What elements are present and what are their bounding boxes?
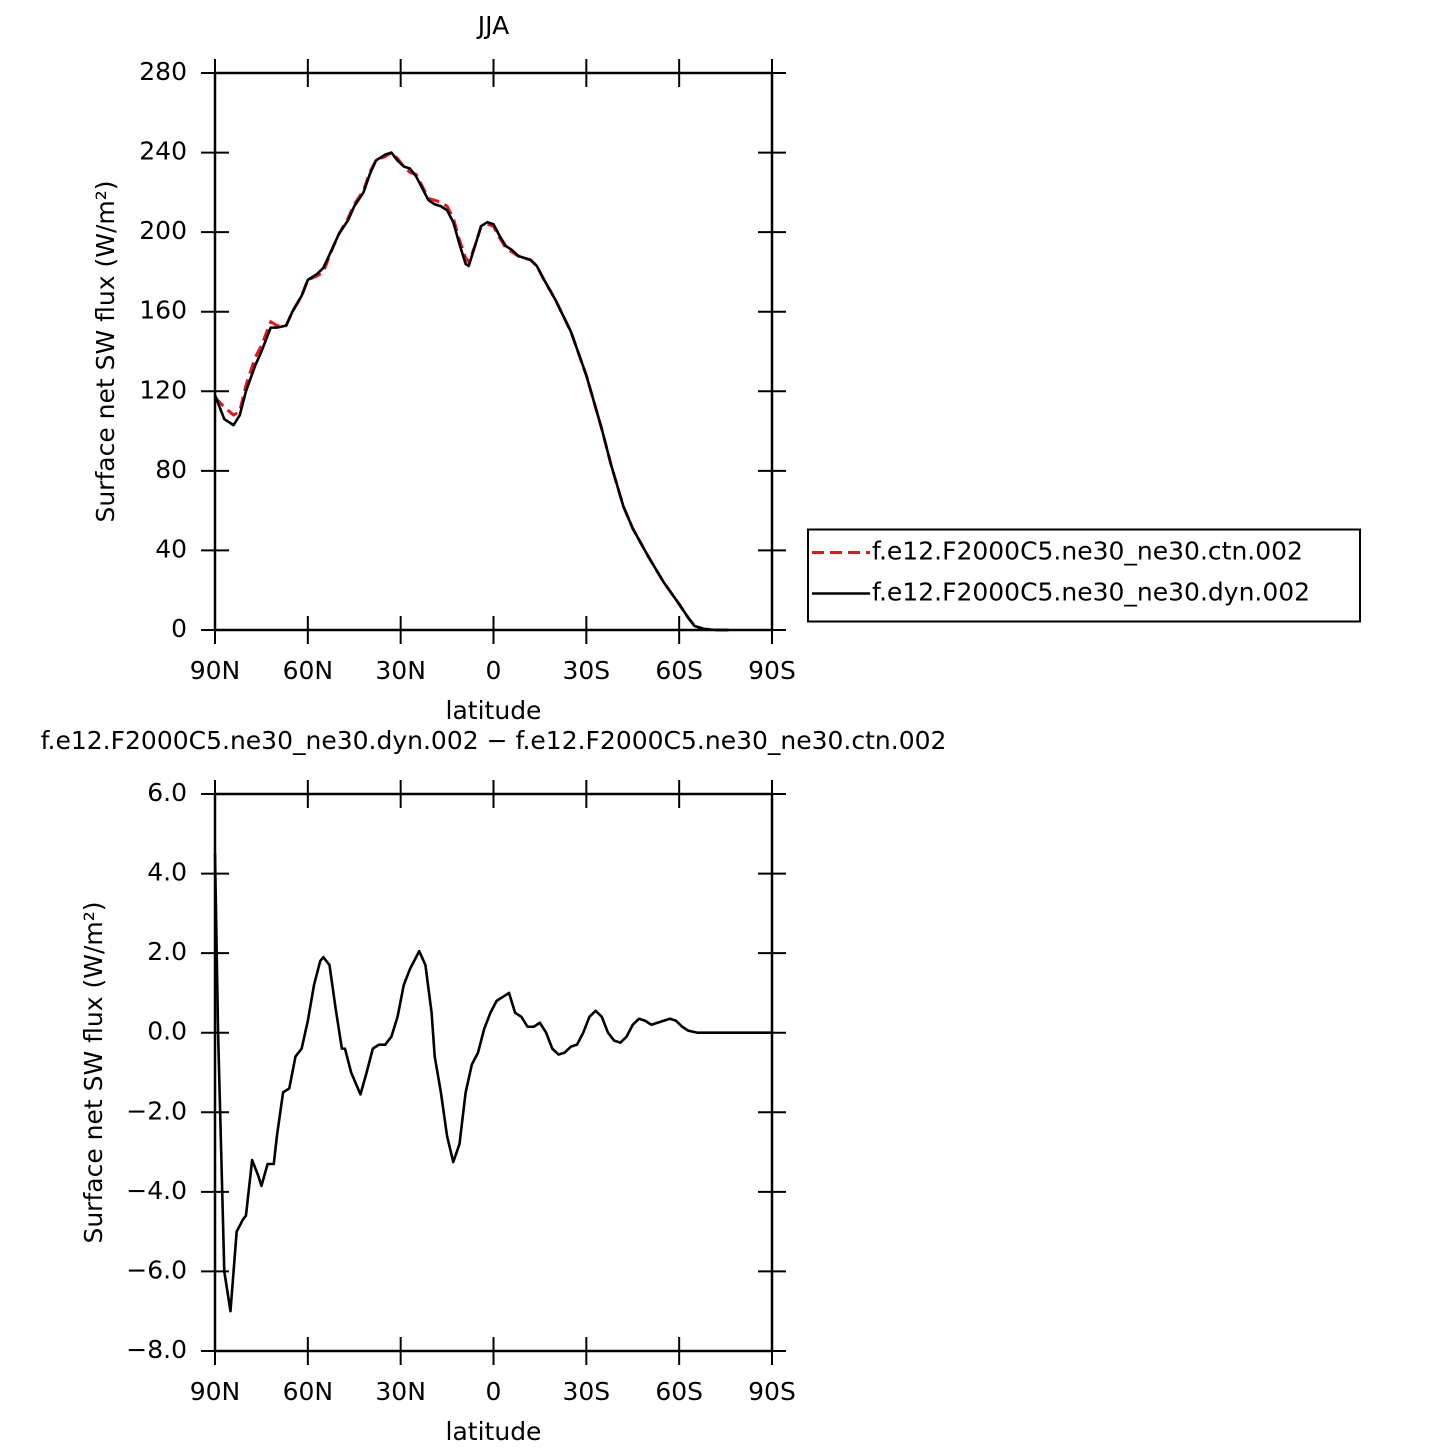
y-tick-label: 120 [139, 375, 187, 404]
y-tick-label: −8.0 [126, 1335, 187, 1364]
legend-label: f.e12.F2000C5.ne30_ne30.dyn.002 [872, 578, 1310, 607]
x-tick-label: 90S [748, 656, 796, 685]
y-tick-label: −4.0 [126, 1176, 187, 1205]
y-tick-label: 200 [139, 216, 187, 245]
x-tick-label: 60S [655, 1377, 703, 1406]
y-tick-label: 2.0 [147, 937, 187, 966]
x-tick-label: 30S [562, 656, 610, 685]
x-axis-label: latitude [446, 696, 542, 725]
y-axis-label: Surface net SW flux (W/m²) [91, 180, 120, 522]
legend-box [807, 528, 1361, 623]
x-axis-label: latitude [446, 1417, 542, 1446]
y-tick-label: −6.0 [126, 1255, 187, 1284]
x-tick-label: 30N [375, 656, 426, 685]
data-line [213, 853, 772, 1313]
data-line [213, 151, 729, 632]
y-tick-label: 80 [155, 455, 187, 484]
chart-title: JJA [476, 11, 509, 40]
x-tick-label: 60N [283, 656, 334, 685]
x-tick-label: 60S [655, 656, 703, 685]
y-tick-label: 0.0 [147, 1017, 187, 1046]
x-tick-label: 90S [748, 1377, 796, 1406]
y-tick-label: 160 [139, 296, 187, 325]
chart-title: f.e12.F2000C5.ne30_ne30.dyn.002 − f.e12.… [41, 726, 947, 755]
y-tick-label: 40 [155, 534, 187, 563]
x-tick-label: 30S [562, 1377, 610, 1406]
x-tick-label: 90N [190, 1377, 241, 1406]
x-tick-label: 30N [375, 1377, 426, 1406]
y-tick-label: 4.0 [147, 858, 187, 887]
data-line [213, 151, 729, 632]
y-tick-label: 6.0 [147, 778, 187, 807]
plot-frame [213, 792, 774, 1353]
y-axis-label: Surface net SW flux (W/m²) [79, 901, 108, 1243]
y-tick-label: 280 [139, 57, 187, 86]
x-tick-label: 60N [283, 1377, 334, 1406]
y-tick-label: 240 [139, 137, 187, 166]
legend-label: f.e12.F2000C5.ne30_ne30.ctn.002 [872, 537, 1303, 566]
x-tick-label: 0 [486, 1377, 502, 1406]
plot-frame [213, 71, 774, 632]
y-tick-label: −2.0 [126, 1096, 187, 1125]
x-tick-label: 0 [486, 656, 502, 685]
x-tick-label: 90N [190, 656, 241, 685]
y-tick-label: 0 [171, 614, 187, 643]
